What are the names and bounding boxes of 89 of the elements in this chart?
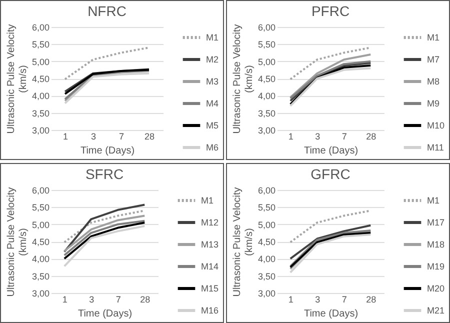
line-series [289,224,372,260]
legend-label: M9 [427,98,440,108]
legend-label: M3 [206,76,219,86]
y-tick-label: 4,50 [258,74,276,84]
y-tick-label: 6,00 [32,22,50,32]
line-series [63,224,146,267]
legend-label: M6 [206,142,219,152]
legend-label: M8 [427,76,440,86]
x-axis-title: Time (Days) [78,308,132,319]
legend-label: M1 [427,195,440,205]
legend-label: M4 [206,98,219,108]
y-tick-label: 5,50 [258,202,276,212]
y-tick-label: 5,00 [32,56,50,67]
line-series [63,214,146,252]
line-series [289,46,372,80]
x-tick-label: 28 [140,294,150,304]
y-axis-title: Ultrasonic Pulse Velocity (km/s) [6,186,29,296]
y-tick-label: 5,00 [258,56,276,67]
y-tick-label: 3,50 [258,108,276,118]
y-tick-label: 5,00 [32,219,50,230]
y-axis-title: Ultrasonic Pulse Velocity (km/s) [6,24,29,134]
x-axis-title: Time (Days) [304,146,358,156]
y-tick-label: 5,00 [258,219,276,230]
y-tick-label: 4,00 [32,254,50,264]
y-axis-title: Ultrasonic Pulse Velocity (km/s) [232,186,255,296]
y-tick-label: 3,00 [32,126,50,136]
x-tick-label: 7 [116,294,121,304]
legend-label: M17 [427,217,445,227]
legend-label: M7 [427,54,440,64]
y-tick-label: 3,00 [32,288,50,298]
legend-label: M5 [206,120,219,130]
legend-label: M19 [427,261,445,271]
chart-title: SFRC [85,166,124,182]
y-tick-label: 4,00 [258,91,276,102]
x-axis-title: Time (Days) [304,308,358,319]
legend-label: M1 [427,32,440,42]
legend-label: M16 [201,305,219,315]
y-tick-label: 5,50 [32,202,50,212]
legend-label: M10 [427,120,445,130]
y-tick-label: 6,00 [258,22,276,32]
x-tick-label: 3 [315,294,320,304]
legend-label: M13 [201,239,219,249]
legend-label: M1 [201,195,214,205]
y-tick-label: 4,50 [32,74,50,84]
line-series [63,203,146,252]
line-series [64,46,150,80]
x-tick-label: 1 [62,132,68,142]
legend-label: M21 [427,305,445,315]
legend-label: M2 [206,54,219,64]
x-tick-label: 28 [366,132,376,142]
x-tick-label: 1 [62,294,68,304]
line-series [289,209,372,243]
legend-label: M18 [427,239,445,249]
x-tick-label: 1 [288,294,294,304]
legend-label: M11 [427,142,444,152]
x-tick-label: 1 [288,132,294,142]
x-tick-label: 7 [342,132,347,142]
legend-label: M1 [206,32,219,42]
y-tick-label: 6,00 [258,185,276,195]
y-tick-label: 3,50 [32,270,50,281]
x-tick-label: 7 [118,132,124,142]
x-tick-label: 3 [90,132,96,142]
x-tick-label: 28 [366,294,376,304]
y-tick-label: 3,50 [258,270,276,281]
x-tick-label: 28 [144,132,155,142]
y-tick-label: 4,50 [258,236,276,246]
x-axis-title: Time (Days) [80,146,135,156]
y-tick-label: 4,50 [32,236,50,246]
y-tick-label: 4,00 [32,91,50,102]
y-tick-label: 4,00 [258,254,276,264]
y-tick-label: 6,00 [32,185,50,195]
line-series [63,209,146,243]
y-tick-label: 3,00 [258,126,276,136]
legend-label: M20 [427,283,445,293]
y-axis-title: Ultrasonic Pulse Velocity (km/s) [232,24,255,134]
y-tick-label: 5,50 [32,40,50,50]
x-tick-label: 3 [315,132,320,142]
legend-label: M12 [201,217,219,227]
legend-label: M15 [201,283,219,293]
x-tick-label: 7 [342,294,347,304]
chart-title: PFRC [311,3,350,19]
chart-title: GFRC [310,166,350,182]
legend-label: M14 [201,261,219,271]
x-tick-label: 3 [89,294,94,304]
y-tick-label: 3,50 [32,108,50,118]
chart-title: NFRC [88,3,126,19]
y-tick-label: 5,50 [258,40,276,50]
y-tick-label: 3,00 [258,288,276,298]
line-series [289,53,372,98]
